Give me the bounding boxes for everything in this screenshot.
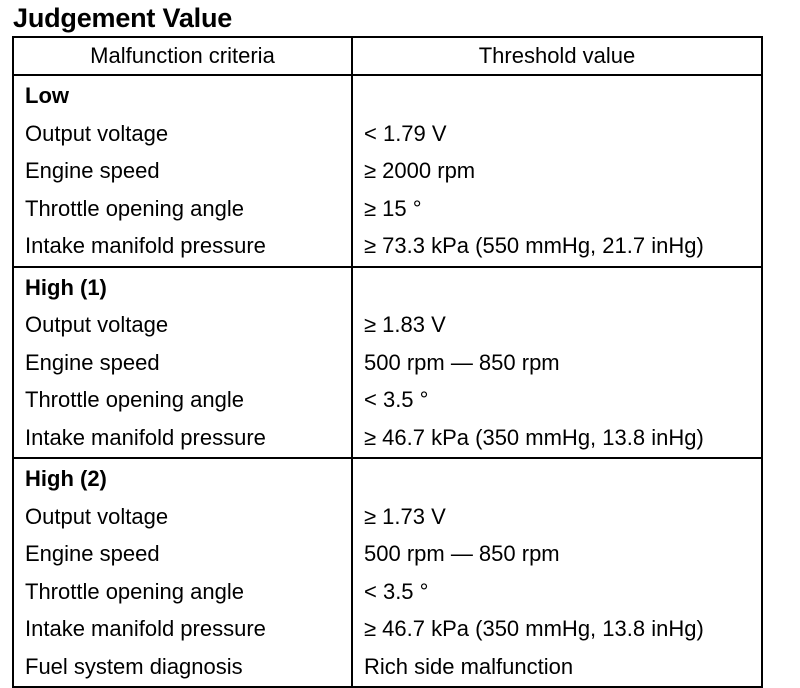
criteria-cell: Intake manifold pressure [12,227,353,267]
column-header-threshold-value: Threshold value [351,36,763,76]
criteria-cell: Throttle opening angle [12,572,353,610]
table-row: Intake manifold pressure ≥ 46.7 kPa (350 … [12,610,763,648]
criteria-cell: Intake manifold pressure [12,610,353,648]
criteria-cell: Intake manifold pressure [12,418,353,458]
criteria-cell: Throttle opening angle [12,189,353,227]
criteria-group: High (1) Output voltage ≥ 1.83 V Engine spe… [12,266,763,458]
judgement-value-table: Malfunction criteria Threshold value Low… [12,36,763,688]
table-row: Throttle opening angle < 3.5 ° [12,381,763,419]
criteria-group: Low Output voltage < 1.79 V Engine speed ≥ 2… [12,75,763,267]
group-name: High (2) [12,458,353,498]
table-row: Engine speed 500 rpm — 850 rpm [12,343,763,381]
table-row: Intake manifold pressure ≥ 73.3 kPa (550 … [12,227,763,267]
threshold-cell: Rich side malfunction [351,647,763,687]
criteria-cell: Throttle opening angle [12,381,353,419]
threshold-cell: ≥ 46.7 kPa (350 mmHg, 13.8 inHg) [351,610,763,648]
table-row: Engine speed ≥ 2000 rpm [12,152,763,190]
group-name: Low [12,75,353,115]
criteria-cell: Output voltage [12,497,353,535]
group-header-row: Low [12,75,763,115]
table-row: Intake manifold pressure ≥ 46.7 kPa (350 … [12,418,763,458]
threshold-cell: ≥ 15 ° [351,189,763,227]
threshold-cell: < 1.79 V [351,114,763,152]
threshold-cell: ≥ 73.3 kPa (550 mmHg, 21.7 inHg) [351,227,763,267]
page-title: Judgement Value [13,3,233,33]
criteria-cell: Fuel system diagnosis [12,647,353,687]
group-empty-cell [351,458,763,498]
table-row: Output voltage ≥ 1.83 V [12,306,763,344]
threshold-cell: ≥ 1.83 V [351,306,763,344]
table-row: Throttle opening angle < 3.5 ° [12,572,763,610]
criteria-cell: Engine speed [12,535,353,573]
criteria-cell: Engine speed [12,343,353,381]
table-header-row: Malfunction criteria Threshold value [12,36,763,76]
threshold-cell: < 3.5 ° [351,572,763,610]
table-row: Throttle opening angle ≥ 15 ° [12,189,763,227]
criteria-cell: Engine speed [12,152,353,190]
threshold-cell: < 3.5 ° [351,381,763,419]
group-name: High (1) [12,266,353,306]
criteria-cell: Output voltage [12,114,353,152]
criteria-group: High (2) Output voltage ≥ 1.73 V Engine spe… [12,458,763,687]
threshold-cell: ≥ 2000 rpm [351,152,763,190]
threshold-cell: ≥ 46.7 kPa (350 mmHg, 13.8 inHg) [351,418,763,458]
table-row: Output voltage < 1.79 V [12,114,763,152]
threshold-cell: 500 rpm — 850 rpm [351,535,763,573]
table-row: Fuel system diagnosis Rich side malfuncti… [12,647,763,687]
table-row: Output voltage ≥ 1.73 V [12,497,763,535]
threshold-cell: 500 rpm — 850 rpm [351,343,763,381]
group-empty-cell [351,266,763,306]
group-empty-cell [351,75,763,115]
column-header-malfunction-criteria: Malfunction criteria [12,36,353,76]
group-header-row: High (2) [12,458,763,498]
group-header-row: High (1) [12,266,763,306]
table-row: Engine speed 500 rpm — 850 rpm [12,535,763,573]
criteria-cell: Output voltage [12,306,353,344]
threshold-cell: ≥ 1.73 V [351,497,763,535]
